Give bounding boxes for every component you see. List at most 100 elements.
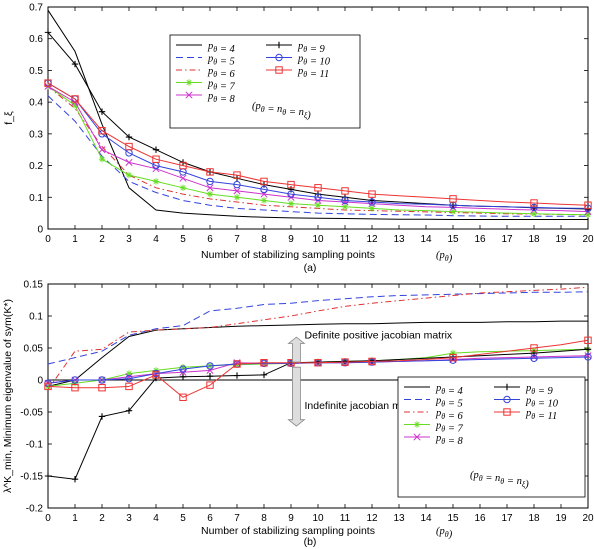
- x-tick-label: 16: [474, 234, 486, 245]
- legend-marker: [185, 79, 193, 86]
- x-tick-label: 0: [45, 513, 51, 524]
- legend-label-subscript: θ: [303, 58, 307, 67]
- legend-label-text: = 4: [217, 44, 235, 55]
- legend-item: pθ = 8: [404, 433, 464, 447]
- data-point: [179, 184, 187, 191]
- legend-item: pθ = 10: [266, 54, 331, 68]
- data-point: [98, 126, 106, 135]
- data-point: [530, 203, 538, 212]
- data-point: [152, 371, 160, 379]
- legend-label-subscript: θ: [213, 45, 217, 54]
- data-point: [179, 364, 187, 371]
- legend-label-symbol: p: [207, 79, 213, 90]
- y-tick-label: -0.1: [26, 440, 44, 451]
- legend-label: pθ = 11: [297, 66, 329, 80]
- legend-label-subscript: θ: [213, 58, 217, 67]
- x-tick-label: 15: [447, 234, 459, 245]
- legend-label-text: = 6: [217, 69, 235, 80]
- data-point: [260, 197, 268, 204]
- legend-label: pθ = 4: [207, 41, 236, 55]
- data-point: [98, 376, 106, 384]
- data-point: [530, 344, 538, 352]
- data-point: [449, 195, 457, 203]
- x-tick-label: 8: [261, 234, 267, 245]
- legend-label-text: = 11: [307, 69, 329, 80]
- data-point: [125, 171, 133, 179]
- y-tick-label: -0.2: [26, 504, 44, 515]
- x-axis-symbol: (pθ): [436, 250, 453, 264]
- data-point: [368, 205, 376, 212]
- legend-label: pθ = 5: [435, 396, 463, 410]
- legend-note-text: =: [483, 473, 495, 484]
- x-tick-label: 14: [420, 234, 432, 245]
- x-tick-label: 5: [180, 513, 186, 524]
- data-point: [368, 198, 376, 206]
- y-tick-label: 0.4: [29, 98, 43, 109]
- series-2: [47, 95, 588, 217]
- legend-label-symbol: p: [435, 421, 441, 432]
- data-point: [71, 60, 79, 68]
- data-point: [125, 382, 133, 391]
- legend-label-subscript: θ: [441, 400, 445, 409]
- x-tick-label: 7: [234, 234, 240, 245]
- y-axis-label: λ^K_min, Minimum eigenvalue of sym(K*): [2, 299, 14, 493]
- data-point: [233, 187, 241, 195]
- data-point: [449, 353, 457, 362]
- x-tick-label: 6: [207, 513, 213, 524]
- y-tick-label: 0.15: [24, 280, 44, 291]
- legend-label-subscript: θ: [303, 45, 307, 54]
- x-tick-label: 3: [126, 513, 132, 524]
- data-point: [44, 79, 52, 87]
- x-axis-symbol-text: ): [448, 529, 453, 540]
- x-tick-label: 0: [45, 234, 51, 245]
- legend-label-subscript: θ: [213, 83, 217, 92]
- data-point: [71, 376, 79, 384]
- legend-label-symbol: p: [525, 383, 531, 394]
- data-point: [206, 177, 214, 186]
- x-axis-symbol-text: (: [436, 250, 441, 261]
- data-point: [584, 336, 592, 345]
- legend-label-subscript: θ: [213, 95, 217, 104]
- legend-label-subscript: θ: [441, 425, 445, 434]
- legend-marker: [503, 383, 511, 391]
- x-axis-symbol: (pθ): [436, 526, 453, 540]
- legend-item: pθ = 4: [404, 383, 464, 397]
- legend-label-symbol: p: [435, 396, 441, 407]
- legend-label: pθ = 8: [207, 91, 236, 105]
- data-point: [125, 133, 133, 141]
- data-point: [98, 146, 106, 154]
- data-point: [530, 354, 538, 362]
- legend-label-text: = 5: [445, 399, 463, 410]
- data-point: [233, 372, 241, 379]
- x-tick-label: 9: [288, 513, 294, 524]
- data-point: [341, 203, 349, 210]
- data-point: [206, 190, 214, 198]
- legend-label-symbol: p: [297, 66, 303, 77]
- x-tick-label: 19: [555, 234, 567, 245]
- legend-label-subscript: θ: [531, 412, 535, 421]
- data-point: [314, 202, 322, 209]
- legend-label-symbol: p: [435, 383, 441, 394]
- data-point: [98, 383, 106, 392]
- legend-note-symbol: n: [495, 473, 500, 484]
- data-point: [260, 359, 268, 367]
- legend-label: pθ = 9: [297, 41, 326, 55]
- legend-label-symbol: p: [207, 66, 213, 77]
- x-tick-label: 16: [474, 513, 486, 524]
- legend-item: pθ = 8: [176, 91, 236, 105]
- data-point: [449, 208, 457, 215]
- legend-note-text: ): [306, 110, 311, 121]
- data-point: [233, 194, 241, 201]
- x-tick-label: 19: [555, 513, 567, 524]
- legend-note: (pθ = nθ = nξ): [470, 470, 529, 490]
- legend-note: (pθ = nθ = nξ): [252, 101, 311, 121]
- data-point: [584, 353, 592, 361]
- legend-note-text: =: [504, 476, 516, 487]
- x-tick-label: 11: [340, 234, 351, 245]
- annotation-group: Definite positive jacobian matrix Indefin…: [287, 329, 453, 427]
- data-point: [71, 476, 79, 483]
- legend-label: pθ = 4: [435, 383, 464, 397]
- legend-item: pθ = 5: [176, 54, 235, 68]
- legend-note-text: =: [286, 107, 298, 118]
- legend-note-symbol: n: [277, 104, 282, 115]
